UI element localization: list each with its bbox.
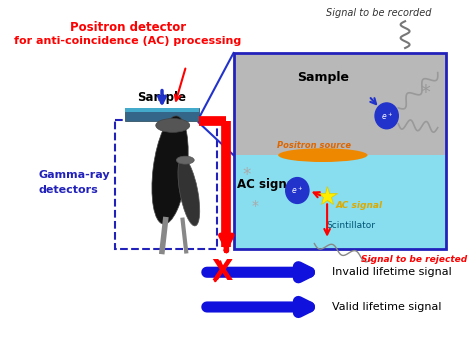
Bar [234, 155, 446, 250]
Text: for anti-coincidence (AC) processing: for anti-coincidence (AC) processing [14, 36, 242, 46]
Ellipse shape [278, 148, 367, 162]
Text: Scintillator: Scintillator [326, 222, 375, 230]
Text: $e^+$: $e^+$ [291, 185, 303, 196]
Text: Signal to be rejected: Signal to be rejected [361, 255, 467, 264]
Ellipse shape [152, 116, 188, 224]
Text: Valid lifetime signal: Valid lifetime signal [332, 302, 441, 312]
Text: *: * [251, 199, 258, 213]
Text: AC signal: AC signal [237, 179, 299, 191]
Bar [115, 120, 218, 250]
Text: $e^+$: $e^+$ [381, 110, 392, 122]
Text: *: * [420, 83, 430, 102]
Ellipse shape [178, 158, 200, 226]
Text: Signal to be recorded: Signal to be recorded [326, 8, 431, 18]
Text: Invalid lifetime signal: Invalid lifetime signal [332, 267, 452, 277]
Circle shape [286, 178, 309, 203]
Text: Sample: Sample [297, 71, 349, 84]
Text: Positron detector: Positron detector [70, 21, 186, 34]
Circle shape [375, 103, 398, 129]
Text: Gamma-ray: Gamma-ray [39, 170, 110, 180]
Text: Positron source: Positron source [277, 141, 351, 150]
Bar [234, 53, 446, 250]
Bar [126, 108, 199, 111]
Ellipse shape [156, 119, 190, 132]
Text: *: * [242, 166, 250, 184]
Text: X: X [211, 258, 233, 286]
Bar [234, 53, 446, 155]
Text: ✗: ✗ [209, 259, 235, 288]
Text: Sample: Sample [137, 91, 187, 104]
Text: AC signal: AC signal [336, 201, 383, 211]
Bar [126, 108, 199, 121]
Text: detectors: detectors [39, 185, 99, 195]
Ellipse shape [176, 156, 194, 164]
